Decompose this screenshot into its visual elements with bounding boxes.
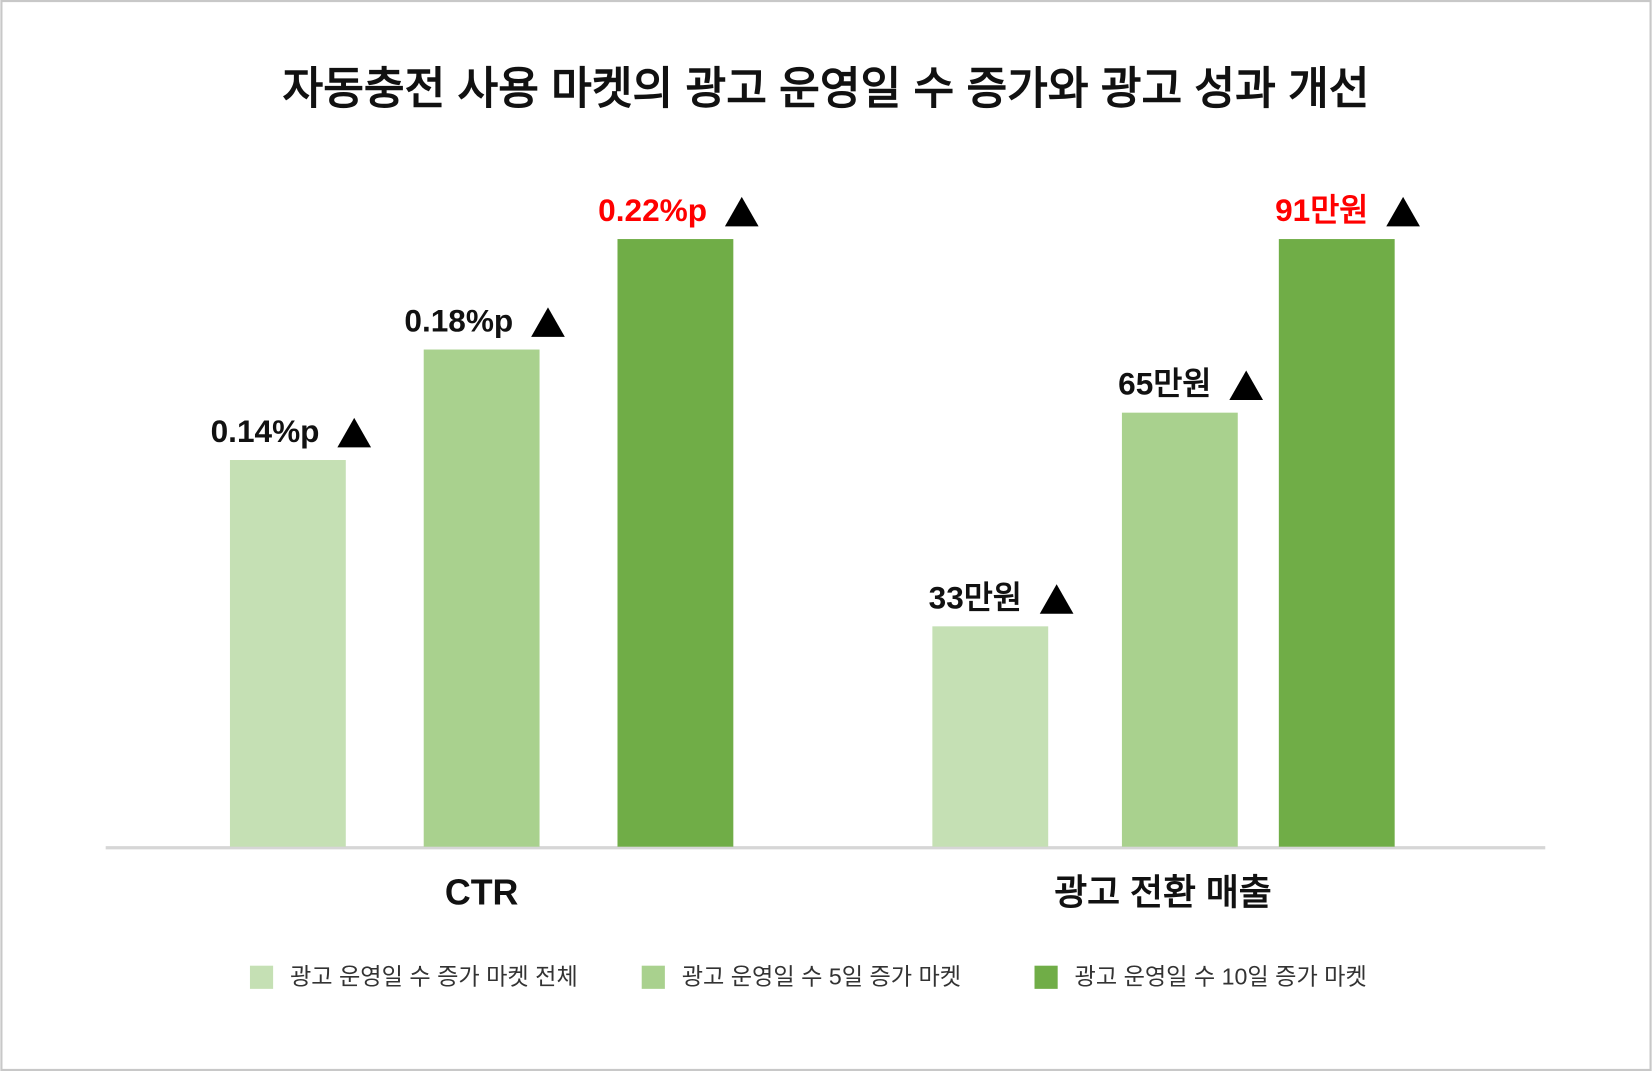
category-label: CTR — [445, 873, 519, 913]
legend-swatch — [641, 965, 665, 989]
value-label: 65만원 — [1118, 366, 1211, 402]
up-arrow — [531, 307, 565, 337]
value-label: 0.14%p — [211, 413, 320, 449]
legend-swatch — [1034, 965, 1058, 989]
value-label: 33만원 — [929, 579, 1022, 615]
bar — [1121, 412, 1238, 847]
bar — [423, 349, 540, 847]
legend-label: 광고 운영일 수 10일 증가 마켓 — [1075, 963, 1367, 989]
bar — [617, 239, 734, 847]
chart-title: 자동충전 사용 마켓의 광고 운영일 수 증가와 광고 성과 개선 — [283, 64, 1370, 113]
up-arrow — [1039, 584, 1074, 614]
legend-label: 광고 운영일 수 5일 증가 마켓 — [682, 963, 961, 989]
bar — [229, 460, 346, 847]
up-arrow — [724, 196, 759, 227]
bar — [1278, 239, 1395, 847]
value-label: 0.22%p — [598, 192, 707, 228]
value-label: 0.18%p — [404, 303, 513, 339]
up-arrow — [337, 417, 372, 448]
value-label: 91만원 — [1275, 192, 1368, 228]
up-arrow — [1229, 370, 1264, 401]
legend-swatch — [249, 965, 274, 989]
legend-label: 광고 운영일 수 증가 마켓 전체 — [290, 963, 578, 989]
up-arrow — [1386, 196, 1420, 227]
bar — [932, 626, 1049, 847]
category-label: 광고 전환 매출 — [1054, 873, 1272, 913]
